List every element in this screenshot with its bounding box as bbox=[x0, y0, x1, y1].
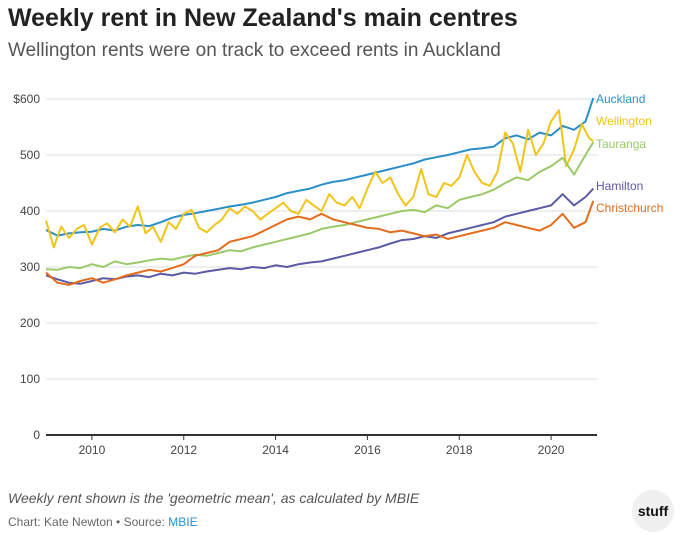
credit-text: Chart: Kate Newton • Source: bbox=[8, 515, 169, 529]
series-line-tauranga bbox=[45, 141, 595, 271]
chart-title: Weekly rent in New Zealand's main centre… bbox=[8, 4, 518, 32]
x-tick-label: 2012 bbox=[170, 443, 197, 457]
series-label-christchurch: Christchurch bbox=[596, 201, 663, 215]
series-label-wellington: Wellington bbox=[596, 114, 652, 128]
x-tick-label: 2020 bbox=[538, 443, 565, 457]
chart-subtitle: Wellington rents were on track to exceed… bbox=[8, 40, 501, 61]
series-line-hamilton bbox=[45, 187, 595, 285]
y-axis-ticks: 0 100 200 300 400 500 $600 bbox=[13, 92, 40, 442]
series-line-christchurch bbox=[45, 200, 595, 286]
y-tick-label: 200 bbox=[20, 316, 40, 330]
x-tick-label: 2016 bbox=[354, 443, 381, 457]
y-tick-label: 100 bbox=[20, 372, 40, 386]
x-tick-label: 2014 bbox=[262, 443, 289, 457]
y-tick-label: 300 bbox=[20, 260, 40, 274]
series-label-tauranga: Tauranga bbox=[596, 137, 646, 151]
series-label-auckland: Auckland bbox=[596, 92, 645, 106]
series-lines bbox=[45, 97, 595, 286]
series-labels: Auckland Wellington Tauranga Hamilton Christ… bbox=[596, 92, 663, 215]
y-tick-label: 0 bbox=[33, 428, 40, 442]
series-label-hamilton: Hamilton bbox=[596, 179, 643, 193]
footnote: Weekly rent shown is the 'geometric mean… bbox=[8, 490, 420, 506]
x-tick-label: 2010 bbox=[79, 443, 106, 457]
y-tick-label: 400 bbox=[20, 204, 40, 218]
stuff-logo: stuff bbox=[632, 490, 674, 532]
gridlines bbox=[46, 98, 597, 436]
x-axis-ticks: 2010 2012 2014 2016 2018 2020 bbox=[79, 435, 565, 457]
source-link[interactable]: MBIE bbox=[168, 515, 198, 529]
y-tick-label: $600 bbox=[13, 92, 40, 106]
x-tick-label: 2018 bbox=[446, 443, 473, 457]
y-tick-label: 500 bbox=[20, 148, 40, 162]
series-line-wellington bbox=[45, 109, 594, 249]
credit-line: Chart: Kate Newton • Source: MBIE bbox=[8, 515, 198, 529]
series-line-auckland bbox=[45, 97, 595, 237]
